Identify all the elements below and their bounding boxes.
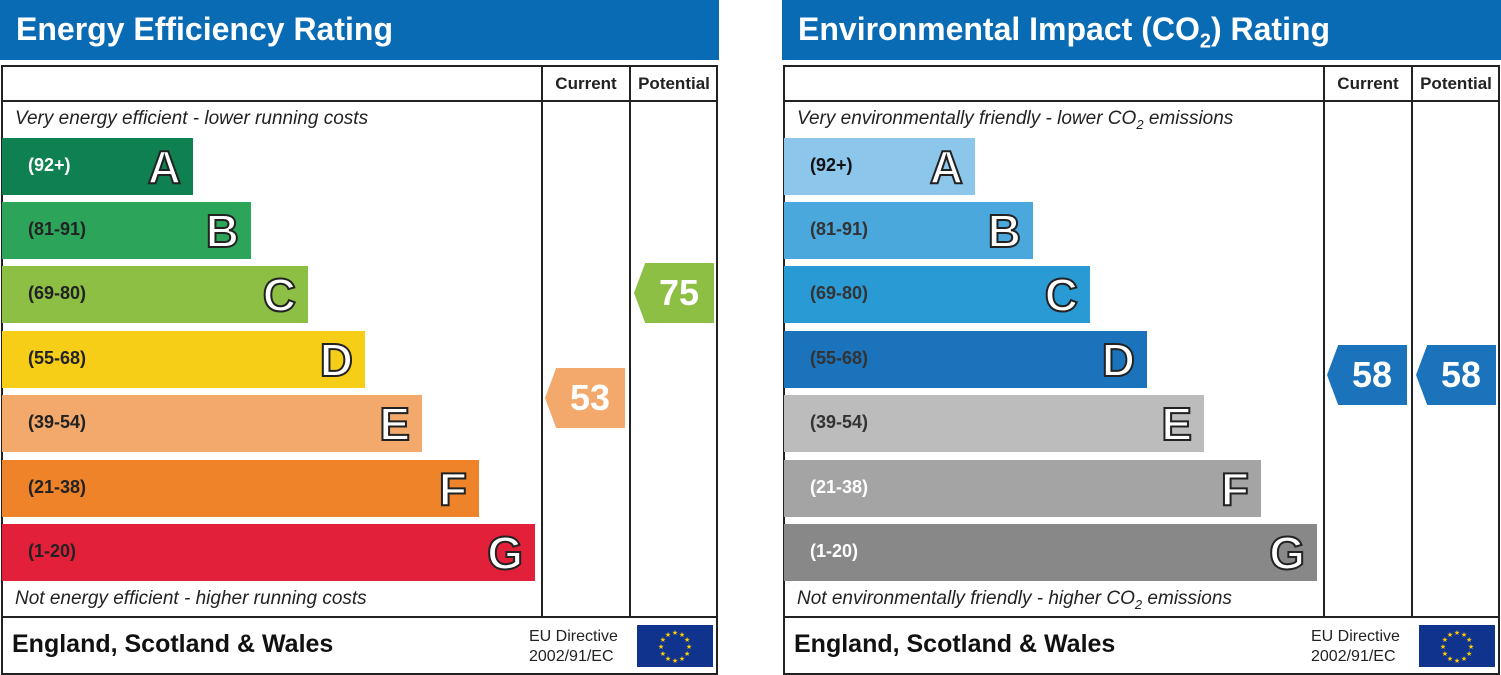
divider (1, 616, 718, 618)
band-g: (1-20) G (2, 524, 535, 581)
column-header-current: Current (1337, 74, 1399, 93)
band-range: (39-54) (810, 412, 869, 432)
svg-text:★: ★ (1440, 643, 1446, 651)
region-label: England, Scotland & Wales (12, 630, 334, 658)
eu-directive: EU Directive 2002/91/EC (1311, 628, 1400, 665)
svg-text:★: ★ (1442, 636, 1448, 644)
band-letter: A (929, 140, 964, 194)
svg-text:★: ★ (660, 650, 666, 658)
svg-text:★: ★ (684, 636, 690, 644)
eu-directive: EU Directive 2002/91/EC (529, 628, 618, 665)
svg-text:★: ★ (679, 655, 685, 663)
divider (1411, 65, 1413, 617)
svg-text:★: ★ (1454, 629, 1460, 637)
svg-text:★: ★ (665, 631, 671, 639)
bottom-caption: Not environmentally friendly - higher CO… (797, 588, 1232, 612)
svg-text:★: ★ (1442, 650, 1448, 658)
band-letter: F (1220, 462, 1250, 516)
svg-text:★: ★ (665, 655, 671, 663)
band-letter: E (1160, 397, 1193, 451)
svg-text:★: ★ (1447, 631, 1453, 639)
band-letter: F (438, 462, 468, 516)
band-letter: A (147, 140, 182, 194)
svg-text:★: ★ (1447, 655, 1453, 663)
band-c: (69-80) C (2, 266, 308, 323)
divider (783, 100, 1500, 102)
column-header-potential: Potential (638, 74, 710, 93)
band-d: (55-68) D (2, 331, 365, 388)
divider (629, 65, 631, 617)
svg-text:★: ★ (658, 643, 664, 651)
svg-text:★: ★ (1466, 636, 1472, 644)
svg-text:★: ★ (1454, 657, 1460, 665)
top-caption: Very energy efficient - lower running co… (15, 108, 369, 129)
band-range: (1-20) (28, 541, 77, 561)
band-letter: D (319, 333, 354, 387)
svg-text:★: ★ (672, 657, 678, 665)
svg-text:★: ★ (684, 650, 690, 658)
band-letter: D (1101, 333, 1136, 387)
region-label: England, Scotland & Wales (794, 630, 1116, 658)
band-range: (81-91) (810, 219, 869, 239)
band-range: (21-38) (28, 477, 87, 497)
band-range: (21-38) (810, 477, 869, 497)
current-rating-arrow: 53 (545, 368, 625, 428)
column-header-potential: Potential (1420, 74, 1492, 93)
band-letter: G (486, 526, 524, 580)
band-range: (39-54) (28, 412, 87, 432)
band-range: (1-20) (810, 541, 859, 561)
band-letter: C (1044, 268, 1079, 322)
svg-text:★: ★ (1461, 655, 1467, 663)
band-letter: G (1268, 526, 1306, 580)
divider (541, 65, 543, 617)
potential-rating-arrow: 58 (1416, 345, 1496, 405)
band-g: (1-20) G (784, 524, 1317, 581)
potential-rating-arrow: 75 (634, 263, 714, 323)
band-range: (92+) (28, 155, 71, 175)
co2-rating-chart: Environmental Impact (CO2) Rating Curren… (782, 0, 1501, 675)
band-d: (55-68) D (784, 331, 1147, 388)
eu-flag-icon: ★★★★★★★★★ ★ ★★ (637, 625, 713, 667)
chart-title: Energy Efficiency Rating (0, 0, 719, 60)
band-b: (81-91) B (784, 202, 1033, 259)
divider (783, 616, 1500, 618)
svg-text:★: ★ (1466, 650, 1472, 658)
column-header-current: Current (555, 74, 617, 93)
divider (1323, 65, 1325, 617)
chart-title: Environmental Impact (CO2) Rating (782, 0, 1501, 60)
band-range: (81-91) (28, 219, 87, 239)
band-a: (92+) A (784, 138, 975, 195)
band-f: (21-38) F (784, 460, 1261, 517)
svg-text:★: ★ (1468, 643, 1474, 651)
current-rating-arrow: 58 (1327, 345, 1407, 405)
band-range: (55-68) (28, 348, 87, 368)
svg-text:★: ★ (660, 636, 666, 644)
eu-flag-icon: ★★★★★★★★★ ★ ★★ (1419, 625, 1495, 667)
band-letter: C (262, 268, 297, 322)
band-range: (69-80) (28, 283, 87, 303)
band-range: (69-80) (810, 283, 869, 303)
band-range: (55-68) (810, 348, 869, 368)
band-e: (39-54) E (784, 395, 1204, 452)
band-letter: B (205, 204, 240, 258)
band-c: (69-80) C (784, 266, 1090, 323)
band-letter: B (987, 204, 1022, 258)
svg-text:★: ★ (672, 629, 678, 637)
band-a: (92+) A (2, 138, 193, 195)
svg-text:★: ★ (679, 631, 685, 639)
band-e: (39-54) E (2, 395, 422, 452)
energy-rating-chart: Energy Efficiency Rating Current Potenti… (0, 0, 719, 675)
top-caption: Very environmentally friendly - lower CO… (797, 108, 1234, 132)
band-letter: E (378, 397, 411, 451)
band-b: (81-91) B (2, 202, 251, 259)
svg-text:★: ★ (686, 643, 692, 651)
svg-text:★: ★ (1461, 631, 1467, 639)
divider (1, 100, 718, 102)
band-range: (92+) (810, 155, 853, 175)
band-f: (21-38) F (2, 460, 479, 517)
bottom-caption: Not energy efficient - higher running co… (15, 588, 367, 609)
